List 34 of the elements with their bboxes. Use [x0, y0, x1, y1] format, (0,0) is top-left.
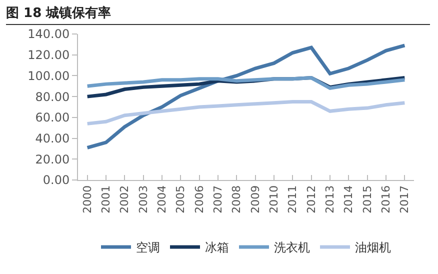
legend-label: 洗衣机	[274, 240, 310, 255]
x-tick-label: 2007	[212, 185, 225, 214]
y-tick-label: 120.00	[28, 48, 70, 62]
x-tick-label: 2008	[230, 185, 244, 214]
line-series	[86, 44, 406, 150]
x-tick-label: 2011	[286, 185, 300, 214]
y-tick-label: 20.00	[35, 152, 70, 166]
chart-title: 图 18 城镇保有率	[6, 4, 430, 25]
line-series	[86, 100, 406, 126]
x-tick-label: 2017	[398, 185, 412, 214]
y-tick-label: 40.00	[35, 131, 70, 146]
x-tick-label: 2015	[360, 185, 374, 214]
legend-label: 空调	[136, 240, 160, 255]
y-tick-label: 100.00	[28, 68, 70, 83]
y-tick-label: 140.00	[28, 27, 70, 42]
legend-label: 冰箱	[205, 240, 229, 255]
y-tick-label: 0.00	[42, 173, 70, 188]
x-tick-label: 2006	[192, 185, 206, 214]
line-series	[86, 76, 406, 90]
legend-label: 油烟机	[355, 240, 391, 255]
x-tick-label: 2010	[268, 185, 281, 214]
y-tick-label: 60.00	[35, 110, 70, 125]
x-tick-label: 2012	[304, 185, 318, 214]
x-tick-label: 2003	[136, 185, 150, 214]
x-tick-label: 2000	[80, 185, 94, 214]
x-tick-label: 2002	[118, 185, 132, 214]
x-tick-label: 2013	[324, 185, 337, 214]
x-tick-label: 2014	[342, 185, 356, 214]
x-tick-label: 2004	[156, 185, 169, 214]
x-tick-label: 2016	[380, 185, 393, 214]
y-tick-label: 80.00	[35, 90, 70, 104]
x-tick-label: 2005	[174, 185, 188, 214]
x-tick-label: 2001	[100, 185, 113, 214]
x-tick-label: 2009	[248, 185, 262, 214]
